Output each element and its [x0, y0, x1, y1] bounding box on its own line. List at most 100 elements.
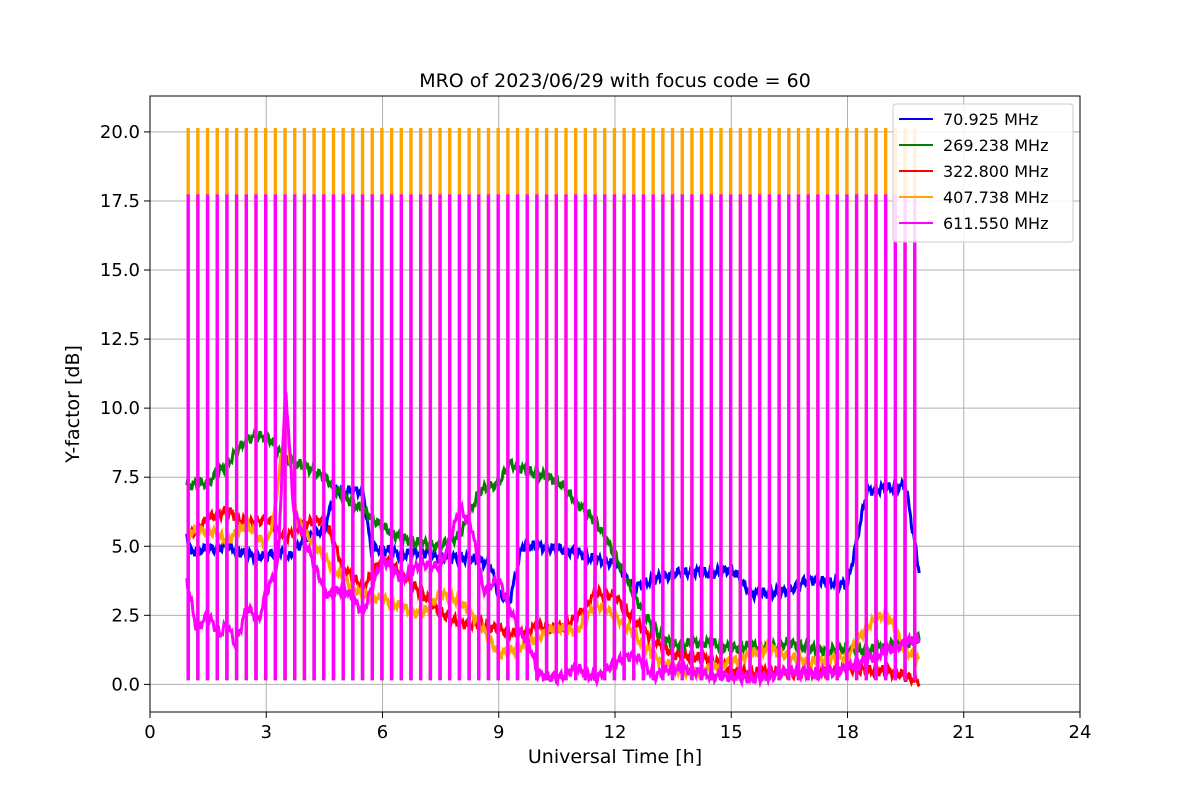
calibration-spike: [554, 194, 558, 681]
y-tick-label: 2.5: [111, 605, 140, 626]
tick-layer: 0 3 6 9 12 15 18 21 24 0.0 2.5 5.0 7.5 10.0 12.5 15.0 17…: [100, 122, 1092, 743]
calibration-spike: [244, 194, 248, 681]
calibration-spike: [670, 194, 675, 681]
calibration-spike: [612, 194, 617, 681]
calibration-spike: [506, 194, 510, 681]
calibration-spike: [709, 194, 713, 681]
calibration-spike: [864, 194, 868, 681]
calibration-spike: [360, 194, 365, 681]
chart-title: MRO of 2023/06/29 with focus code = 60: [419, 70, 811, 92]
calibration-spike: [680, 194, 684, 681]
calibration-spike: [651, 194, 655, 681]
y-tick-label: 12.5: [100, 329, 140, 350]
calibration-spike: [874, 194, 878, 681]
calibration-spike: [370, 194, 374, 681]
y-axis-label: Y-factor [dB]: [62, 345, 84, 464]
x-axis-label: Universal Time [h]: [528, 746, 702, 768]
series-layer: [185, 128, 921, 689]
calibration-spike: [835, 194, 839, 681]
calibration-spike: [496, 194, 500, 681]
calibration-spike: [302, 194, 307, 681]
calibration-spike: [787, 194, 791, 681]
calibration-spike: [758, 194, 762, 681]
calibration-spike: [477, 194, 481, 681]
calibration-spike: [825, 194, 830, 681]
calibration-spike: [806, 194, 810, 681]
calibration-spike: [389, 194, 394, 681]
calibration-spike: [428, 194, 433, 681]
y-tick-label: 10.0: [100, 398, 140, 419]
legend-entry-label: 611.550 MHz: [943, 214, 1048, 233]
calibration-spike: [544, 194, 549, 681]
calibration-spike: [234, 194, 239, 681]
calibration-spike: [457, 194, 462, 681]
calibration-spike: [515, 194, 520, 681]
calibration-spike: [893, 194, 898, 681]
calibration-spike: [738, 194, 743, 681]
calibration-spike: [283, 194, 287, 681]
y-tick-label: 0.0: [111, 674, 140, 695]
calibration-spike: [728, 194, 733, 681]
calibration-spike: [399, 194, 403, 681]
legend-entry-label: 269.238 MHz: [943, 136, 1048, 155]
calibration-spike: [854, 194, 859, 681]
calibration-spike: [341, 194, 345, 681]
calibration-spike: [486, 194, 491, 681]
legend-box: [892, 103, 1074, 243]
calibration-spike: [293, 194, 297, 681]
calibration-spike: [273, 194, 278, 681]
calibration-spike: [438, 194, 442, 681]
calibration-spike: [903, 194, 907, 681]
calibration-spike: [845, 194, 849, 681]
calibration-spike: [816, 194, 820, 681]
x-tick-label: 18: [836, 722, 859, 743]
calibration-spike: [690, 194, 694, 681]
calibration-spike: [322, 194, 326, 681]
legend-entry-label: 407.738 MHz: [943, 188, 1048, 207]
x-tick-label: 24: [1069, 722, 1092, 743]
legend: 70.925 MHz 269.238 MHz 322.800 MHz 407.738 …: [892, 103, 1074, 243]
x-tick-label: 12: [604, 722, 627, 743]
calibration-spike: [699, 194, 704, 681]
calibration-spike: [263, 194, 268, 681]
calibration-spike: [777, 194, 781, 681]
y-tick-label: 15.0: [100, 260, 140, 281]
calibration-spike: [351, 194, 355, 681]
calibration-spike: [661, 194, 665, 681]
calibration-spike: [573, 194, 578, 681]
y-tick-label: 7.5: [111, 467, 140, 488]
calibration-spike: [564, 194, 568, 681]
calibration-spike: [583, 194, 588, 681]
x-tick-label: 9: [493, 722, 504, 743]
calibration-spike: [603, 194, 607, 681]
calibration-spike: [913, 194, 917, 681]
calibration-spike: [719, 194, 723, 681]
calibration-spike: [254, 194, 258, 681]
calibration-spike: [448, 194, 452, 681]
calibration-spike: [186, 194, 190, 681]
calibration-spike: [641, 194, 646, 681]
calibration-spike: [331, 194, 336, 681]
calibration-spike: [215, 194, 219, 681]
calibration-spike: [467, 194, 471, 681]
x-tick-label: 0: [144, 722, 155, 743]
legend-entry-label: 70.925 MHz: [943, 110, 1038, 129]
legend-entry-label: 322.800 MHz: [943, 162, 1048, 181]
calibration-spike: [767, 194, 772, 681]
calibration-spike: [796, 194, 801, 681]
y-tick-label: 17.5: [100, 191, 140, 212]
calibration-spike: [593, 194, 597, 681]
calibration-spike: [205, 194, 210, 681]
calibration-spike: [525, 194, 529, 681]
calibration-spike: [380, 194, 384, 681]
calibration-spike: [225, 194, 229, 681]
calibration-spike: [883, 194, 888, 681]
y-tick-label: 5.0: [111, 536, 140, 557]
calibration-spike: [409, 194, 413, 681]
x-tick-label: 3: [261, 722, 272, 743]
calibration-spike: [632, 194, 636, 681]
calibration-spike: [418, 194, 423, 681]
x-tick-label: 15: [720, 722, 743, 743]
y-tick-label: 20.0: [100, 122, 140, 143]
